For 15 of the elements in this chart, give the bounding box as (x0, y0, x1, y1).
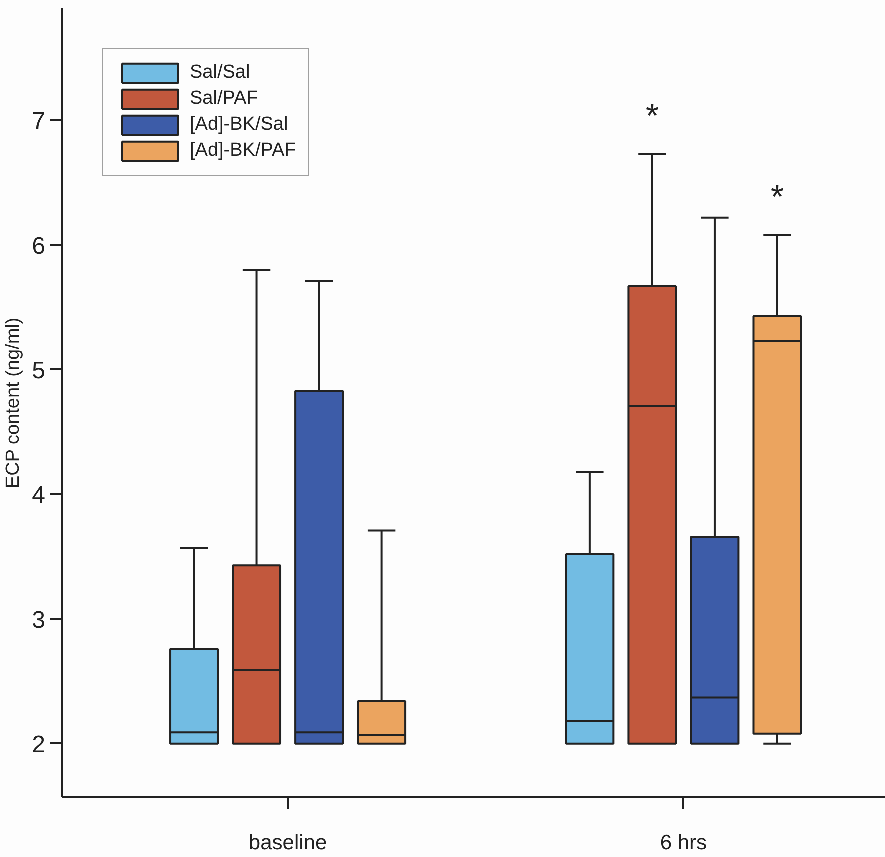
annotation: * (646, 97, 660, 136)
legend-label: Sal/PAF (190, 88, 258, 110)
y-tick-label: 2 (32, 731, 46, 758)
y-tick-label: 7 (32, 108, 46, 136)
y-axis-title: ECP content (ng/ml) (3, 318, 24, 489)
legend-label: Sal/Sal (190, 62, 250, 84)
annotation: * (770, 178, 784, 216)
x-tick-label: baseline (248, 832, 328, 854)
y-tick-label: 4 (32, 482, 46, 510)
y-tick-label: 3 (32, 606, 46, 634)
y-tick-label: 6 (32, 232, 46, 260)
legend-label: [Ad]-BK/Sal (190, 114, 288, 136)
y-tick-label: 5 (32, 357, 46, 384)
x-tick-label: 6 hrs (660, 832, 708, 854)
legend-label: [Ad]-BK/PAF (190, 140, 296, 162)
